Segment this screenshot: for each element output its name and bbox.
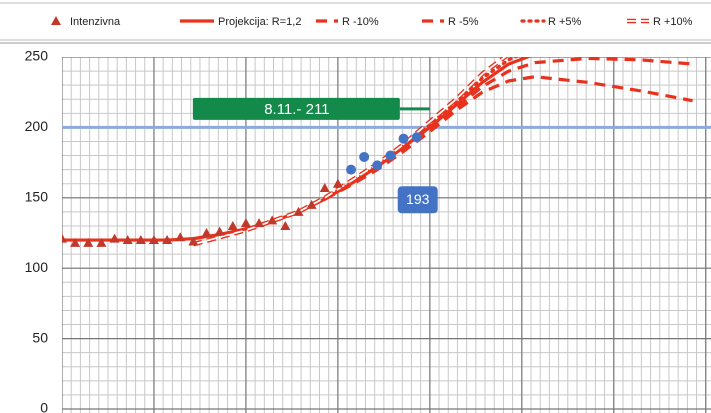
y-tick-label: 250 [25, 48, 49, 64]
triangle-marker [70, 237, 81, 247]
y-tick-label: 50 [32, 329, 48, 345]
triangle-marker [109, 233, 120, 243]
circle-marker [411, 132, 422, 143]
legend-frame [0, 2, 711, 41]
triangle-marker [162, 235, 173, 245]
y-tick-label: 100 [25, 259, 49, 275]
triangle-marker [254, 218, 265, 228]
circle-marker [359, 151, 370, 162]
projection-line [323, 57, 693, 201]
projection-line-inner [193, 57, 507, 246]
y-tick-label: 0 [40, 400, 48, 413]
circle-marker [385, 150, 396, 161]
triangle-marker [201, 228, 212, 237]
circle-marker [398, 133, 409, 144]
triangle-marker [135, 235, 146, 245]
triangle-marker [280, 220, 291, 230]
annotation-box [397, 186, 438, 214]
triangle-marker [267, 215, 278, 225]
legend-label: Intenzivna [70, 16, 121, 28]
triangle-marker [175, 232, 186, 242]
triangle-marker [319, 182, 330, 192]
triangle-marker [306, 199, 317, 209]
projection-line [323, 75, 693, 201]
legend-label: R -10% [342, 16, 379, 28]
triangle-marker [240, 218, 251, 228]
annotation-text: 8.11.- 211 [264, 101, 329, 118]
plot-area [62, 57, 711, 413]
annotation-box [192, 97, 400, 120]
triangle-marker [332, 178, 343, 188]
y-tick-label: 150 [25, 189, 49, 205]
legend-label: R -5% [448, 16, 479, 28]
triangle-marker [188, 236, 199, 246]
triangle-marker [83, 237, 94, 247]
circle-marker [346, 164, 357, 175]
triangle-marker [148, 235, 159, 245]
legend-label: R +5% [548, 16, 582, 28]
triangle-marker [227, 220, 238, 230]
triangle-marker [122, 235, 133, 245]
legend-label: R +10% [653, 16, 693, 28]
annotation-text: 193 [406, 191, 430, 207]
triangle-marker [214, 226, 225, 236]
triangle-marker [96, 237, 107, 247]
y-tick-label: 200 [25, 118, 49, 134]
triangle-marker [62, 233, 67, 243]
legend-label: Projekcija: R=1,2 [218, 16, 301, 28]
triangle-marker [51, 16, 61, 25]
triangle-marker [293, 206, 304, 216]
circle-marker [372, 160, 383, 171]
